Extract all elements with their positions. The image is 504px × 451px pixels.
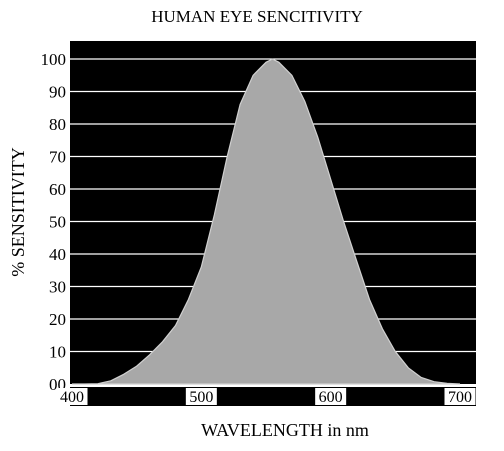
x-tick-label-box — [185, 388, 217, 405]
x-tick-label: 500 — [189, 389, 213, 406]
sensitivity-curve — [72, 58, 461, 385]
y-tick-label: 80 — [49, 115, 66, 134]
x-axis-title: WAVELENGTH in nm — [201, 420, 369, 440]
x-tick-label-box — [315, 388, 347, 405]
chart-title: HUMAN EYE SENCITIVITY — [151, 7, 363, 26]
x-axis-band — [70, 387, 476, 406]
x-tick-label-box — [56, 388, 88, 405]
y-tick-label: 40 — [49, 245, 66, 264]
x-tick-label: 700 — [448, 389, 472, 406]
y-tick-label: 60 — [49, 180, 66, 199]
y-tick-label: 70 — [49, 148, 66, 167]
x-tick-label-box — [444, 388, 476, 405]
y-tick-label: 90 — [49, 83, 66, 102]
y-tick-label: 30 — [49, 278, 66, 297]
y-tick-label: 50 — [49, 213, 66, 232]
x-tick-label: 600 — [319, 389, 343, 406]
y-axis-title: % SENSITIVITY — [8, 147, 28, 276]
x-tick-label: 400 — [60, 389, 84, 406]
y-tick-label: 100 — [41, 50, 67, 69]
y-tick-label: 10 — [49, 343, 66, 362]
x-tick-labels: 400 500 600 700 — [56, 388, 476, 406]
y-tick-label: 20 — [49, 310, 66, 329]
